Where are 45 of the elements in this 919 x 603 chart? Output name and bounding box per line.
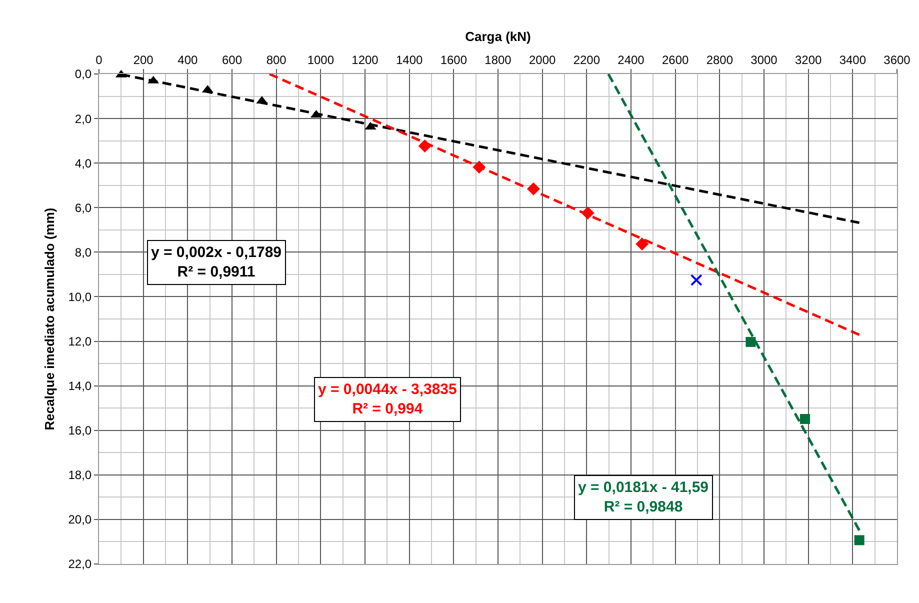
x-tick-label: 2200 [573,53,600,68]
x-tick-label: 2400 [618,53,645,68]
y-tick-label: 22,0 [68,557,92,572]
point [526,182,540,196]
point [472,160,486,174]
annotation: y = 0,0044x - 3,3835 R² = 0,994 [318,381,457,418]
y-tick-label: 16,0 [68,424,92,438]
point [690,274,702,286]
x-tick-label: 2600 [662,53,689,68]
x-tick-label: 3000 [750,53,778,68]
x-tick-label: 1800 [484,53,512,68]
x-tick-label: 3200 [794,53,822,68]
y-tick-label: 12,0 [68,334,92,348]
x-tick-label: 1200 [352,53,379,68]
x-tick-label: 0 [96,53,103,68]
y-tick-label: 0,0 [74,67,92,82]
x-tick-label: 2000 [528,53,556,68]
x-tick-label: 1400 [396,53,423,68]
point [581,206,594,220]
point [854,535,864,546]
y-axis-title: Recalque imediato acumulado (mm) [42,208,58,430]
x-tick-label: 3600 [884,53,911,68]
annotation: y = 0,002x - 0,1789 R² = 0,9911 [151,244,282,280]
y-tick-label: 6,0 [74,200,92,215]
x-tick-label: 1000 [307,53,334,68]
point [418,139,432,152]
x-tick-label: 2800 [706,53,734,68]
annotation: y = 0,0181x - 41,59 R² = 0,9848 [578,479,709,516]
x-tick-label: 400 [178,53,198,68]
x-axis-title: Carga (kN) [465,29,531,44]
y-tick-label: 4,0 [74,156,92,170]
y-tick-label: 14,0 [68,379,92,394]
y-tick-label: 20,0 [68,512,92,527]
x-tick-label: 800 [266,53,287,68]
x-tick-label: 3400 [839,53,866,68]
y-tick-label: 2,0 [74,112,92,126]
point [636,237,649,250]
x-tick-label: 1600 [440,53,468,68]
x-tick-label: 200 [133,53,154,68]
y-tick-label: 18,0 [68,468,92,482]
point [800,414,810,424]
x-tick-label: 600 [222,53,242,68]
y-tick-label: 8,0 [74,245,92,260]
point [746,336,756,347]
y-tick-label: 10,0 [68,290,92,304]
